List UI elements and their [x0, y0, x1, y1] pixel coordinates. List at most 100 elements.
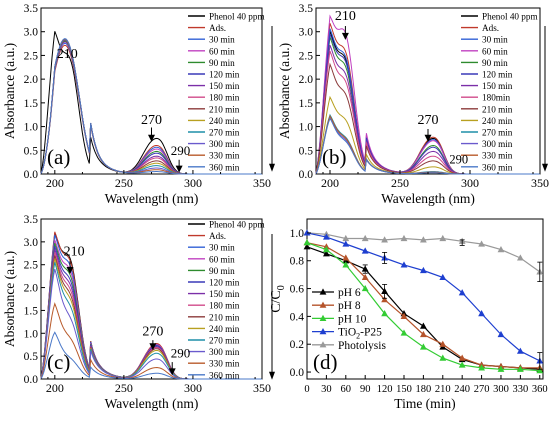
a-xlabel: Wavelength (nm): [105, 191, 199, 206]
c-xtick-label-0: 200: [46, 381, 64, 395]
d-xtick-label-12: 360: [532, 384, 548, 395]
c-annotation-290: 290: [171, 346, 191, 361]
d-point-4-7: [439, 234, 447, 242]
d-legend-label-4: Photolysis: [338, 340, 386, 352]
d-legend-label-3: TiO2-P25: [338, 327, 382, 341]
c-legend-label-11: 300 min: [209, 347, 240, 357]
d-point-4-10: [497, 246, 505, 253]
c-legend-label-3: 60 min: [209, 254, 235, 264]
c-legend-label-2: 30 min: [209, 243, 235, 253]
a-legend-label-4: 90 min: [209, 58, 235, 68]
b-legend-label-9: 240 min: [482, 116, 513, 126]
d-point-1-6: [419, 330, 427, 338]
b-panel-letter: (b): [322, 145, 347, 169]
a-annotation-270: 270: [141, 113, 162, 128]
d-point-1-3: [361, 273, 369, 281]
d-legend-label-2: pH 10: [338, 313, 367, 325]
a-annotation-210: 210: [57, 47, 78, 62]
b-annotation-210: 210: [335, 9, 356, 24]
a-legend-label-7: 180 min: [209, 93, 240, 103]
a-legend-label-9: 240 min: [209, 116, 240, 126]
d-point-3-6: [419, 266, 427, 274]
panel-c: 0.0 0.5 1.0 1.5 2.0 2.5 3.0 3.5 200 250 300 350 Wave…: [2, 214, 275, 411]
c-xtick-label-3: 350: [253, 381, 271, 395]
a-xtick-label-1: 250: [115, 176, 133, 190]
d-point-1-5: [400, 312, 408, 319]
b-legend-label-5: 120 min: [482, 70, 513, 80]
d-ytick-label-5: 1.0: [290, 228, 305, 240]
d-point-4-11: [516, 254, 524, 261]
a-legend-label-6: 150 min: [209, 81, 240, 91]
a-ytick-label-7: 3.5: [24, 3, 39, 15]
d-xtick-label-11: 330: [512, 384, 528, 395]
panel-d: 0.0 0.2 0.4 0.6 0.8 1.0 0 30 60 90 120 150 180 210 240…: [269, 218, 548, 411]
b-band210-arrowhead: [341, 32, 349, 40]
d-ylabel: C/C0: [269, 285, 287, 313]
c-band270-arrowhead: [149, 343, 157, 351]
d-point-4-9: [478, 240, 485, 247]
b-legend-label-4: 90 min: [482, 58, 508, 68]
d-xtick-label-2: 60: [341, 384, 352, 395]
d-ytick-label-2: 0.4: [290, 311, 305, 323]
d-point-4-5: [400, 234, 408, 242]
d-xtick-label-0: 0: [304, 384, 309, 395]
a-ytick-label-2: 1.0: [24, 122, 39, 134]
a-legend-label-0: Phenol 40 ppm: [209, 12, 265, 22]
d-point-2-2: [342, 261, 350, 268]
b-xtick-label-2: 300: [461, 176, 479, 190]
d-point-2-10: [497, 365, 505, 372]
c-legend-label-0: Phenol 40 ppm: [209, 220, 265, 230]
d-point-2-11: [516, 365, 524, 372]
d-point-2-9: [478, 364, 485, 371]
d-xtick-label-8: 240: [454, 384, 470, 395]
d-point-4-2: [342, 234, 350, 242]
c-series-line-13: [40, 331, 262, 380]
c-xtick-label-2: 300: [184, 381, 202, 395]
d-point-0-1: [322, 250, 330, 257]
b-ytick-label-3: 1.5: [299, 98, 314, 110]
a-xtick-label-2: 300: [184, 176, 202, 190]
d-point-4-6: [419, 236, 427, 243]
a-panel-letter: (a): [47, 145, 70, 169]
c-legend-label-1: Ads.: [209, 231, 226, 241]
b-ytick-label-1: 0.5: [299, 145, 314, 157]
c-ytick-label-7: 3.5: [24, 214, 39, 226]
c-xtick-label-1: 250: [115, 381, 133, 395]
b-ylabel: Absorbance (a.u.): [277, 43, 292, 139]
a-legend-label-3: 60 min: [209, 46, 235, 56]
a-legend-label-5: 120 min: [209, 70, 240, 80]
c-ytick-label-4: 2.0: [24, 283, 39, 295]
d-point-3-2: [342, 240, 350, 247]
c-band290-arrowhead: [168, 368, 176, 376]
d-point-3-9: [478, 310, 485, 317]
b-xtick-label-1: 250: [391, 176, 409, 190]
c-legend-label-9: 240 min: [209, 324, 240, 334]
d-point-2-0: [303, 239, 311, 246]
a-ytick-label-3: 1.5: [24, 98, 39, 110]
a-ytick-label-5: 2.5: [24, 50, 39, 62]
d-point-3-8: [458, 289, 466, 296]
d-point-2-6: [419, 343, 427, 350]
c-xlabel: Wavelength (nm): [105, 396, 199, 411]
a-legend-label-1: Ads.: [209, 23, 226, 33]
a-legend-label-10: 270 min: [209, 128, 240, 138]
d-legend-marker-1: [319, 301, 327, 308]
d-point-2-3: [361, 284, 369, 292]
d-legend-marker-3: [319, 328, 327, 335]
b-ytick-label-0: 0.0: [299, 169, 314, 181]
d-panel-letter: (d): [313, 350, 338, 374]
d-xtick-label-5: 150: [396, 384, 412, 395]
d-point-2-7: [439, 354, 447, 361]
c-ytick-label-3: 1.5: [24, 305, 39, 317]
c-ytick-label-1: 0.5: [24, 351, 39, 363]
a-band290-arrowhead: [175, 165, 183, 173]
d-point-1-4: [381, 296, 388, 303]
c-ytick-label-6: 3.0: [24, 237, 39, 249]
d-point-1-8: [458, 354, 466, 361]
a-legend-label-8: 210 min: [209, 104, 240, 114]
b-legend-label-1: Ads.: [482, 23, 499, 33]
c-legend-label-6: 150 min: [209, 289, 240, 299]
d-point-3-11: [516, 347, 524, 354]
b-xtick-label-3: 350: [531, 176, 549, 190]
